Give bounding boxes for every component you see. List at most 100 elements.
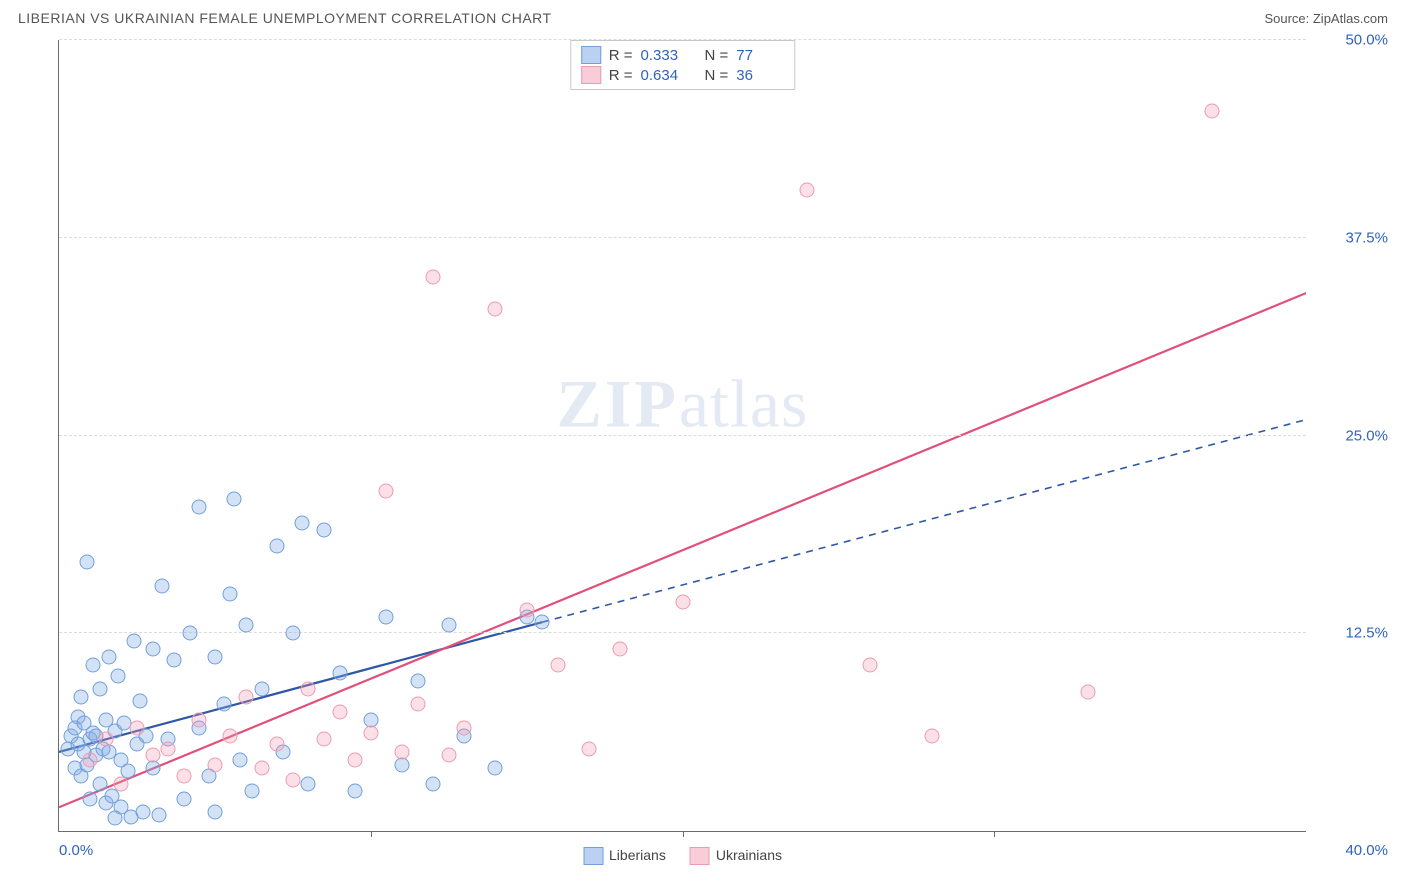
- data-point-liberians: [232, 752, 247, 767]
- data-point-ukrainians: [83, 752, 98, 767]
- data-point-liberians: [301, 776, 316, 791]
- data-point-ukrainians: [301, 681, 316, 696]
- data-point-liberians: [410, 673, 425, 688]
- legend-swatch: [581, 66, 601, 84]
- data-point-ukrainians: [176, 768, 191, 783]
- data-point-liberians: [245, 784, 260, 799]
- data-point-ukrainians: [550, 657, 565, 672]
- data-point-ukrainians: [1205, 104, 1220, 119]
- data-point-ukrainians: [98, 732, 113, 747]
- data-point-ukrainians: [1080, 684, 1095, 699]
- data-point-liberians: [254, 681, 269, 696]
- legend-r-value: 0.634: [641, 67, 689, 84]
- data-point-liberians: [86, 657, 101, 672]
- data-point-liberians: [535, 615, 550, 630]
- data-point-liberians: [73, 689, 88, 704]
- data-point-liberians: [348, 784, 363, 799]
- data-point-liberians: [136, 805, 151, 820]
- legend-r-label: R =: [609, 47, 633, 64]
- data-point-liberians: [182, 626, 197, 641]
- data-point-liberians: [151, 808, 166, 823]
- data-point-ukrainians: [254, 760, 269, 775]
- data-point-liberians: [217, 697, 232, 712]
- data-point-liberians: [285, 626, 300, 641]
- legend-row: R =0.634N =36: [581, 65, 785, 85]
- data-point-ukrainians: [862, 657, 877, 672]
- data-point-liberians: [154, 578, 169, 593]
- data-point-liberians: [379, 610, 394, 625]
- data-point-ukrainians: [285, 773, 300, 788]
- gridline-h: [59, 237, 1306, 238]
- data-point-ukrainians: [410, 697, 425, 712]
- x-tick-label: 0.0%: [59, 842, 93, 859]
- data-point-liberians: [80, 555, 95, 570]
- data-point-liberians: [92, 681, 107, 696]
- data-point-ukrainians: [581, 741, 596, 756]
- legend-swatch: [690, 847, 710, 865]
- data-point-liberians: [426, 776, 441, 791]
- x-tick-label: 40.0%: [1312, 842, 1388, 859]
- legend-row: R =0.333N =77: [581, 45, 785, 65]
- data-point-ukrainians: [316, 732, 331, 747]
- data-point-liberians: [270, 539, 285, 554]
- data-point-liberians: [167, 653, 182, 668]
- y-tick-label: 12.5%: [1312, 625, 1388, 642]
- data-point-ukrainians: [519, 602, 534, 617]
- data-point-ukrainians: [379, 483, 394, 498]
- data-point-liberians: [133, 694, 148, 709]
- data-point-ukrainians: [239, 689, 254, 704]
- data-point-ukrainians: [207, 757, 222, 772]
- data-point-liberians: [207, 805, 222, 820]
- data-point-ukrainians: [441, 748, 456, 763]
- data-point-ukrainians: [675, 594, 690, 609]
- y-tick-label: 50.0%: [1312, 32, 1388, 49]
- gridline-h: [59, 435, 1306, 436]
- data-point-liberians: [207, 649, 222, 664]
- data-point-liberians: [192, 499, 207, 514]
- x-tick-mark: [994, 831, 995, 837]
- data-point-ukrainians: [332, 705, 347, 720]
- data-point-ukrainians: [270, 737, 285, 752]
- y-tick-label: 37.5%: [1312, 229, 1388, 246]
- data-point-liberians: [145, 642, 160, 657]
- legend-label: Ukrainians: [716, 847, 782, 863]
- series-legend: Liberians Ukrainians: [583, 847, 782, 865]
- legend-item: Ukrainians: [690, 847, 782, 865]
- data-point-liberians: [226, 491, 241, 506]
- legend-item: Liberians: [583, 847, 666, 865]
- source-link[interactable]: ZipAtlas.com: [1313, 11, 1388, 26]
- legend-n-label: N =: [705, 67, 729, 84]
- x-tick-mark: [371, 831, 372, 837]
- data-point-ukrainians: [161, 741, 176, 756]
- data-point-ukrainians: [394, 744, 409, 759]
- data-point-liberians: [92, 776, 107, 791]
- chart-title: LIBERIAN VS UKRAINIAN FEMALE UNEMPLOYMEN…: [18, 10, 552, 26]
- data-point-ukrainians: [114, 776, 129, 791]
- data-point-ukrainians: [129, 721, 144, 736]
- legend-n-value: 77: [736, 47, 784, 64]
- data-point-ukrainians: [924, 729, 939, 744]
- scatter-plot: ZIPatlas R =0.333N =77R =0.634N =36 Libe…: [58, 40, 1306, 832]
- trendline-liberians-dashed: [542, 420, 1306, 622]
- data-point-liberians: [295, 515, 310, 530]
- data-point-liberians: [176, 792, 191, 807]
- data-point-ukrainians: [223, 729, 238, 744]
- source-prefix: Source:: [1264, 11, 1312, 26]
- data-point-liberians: [332, 665, 347, 680]
- chart-container: Female Unemployment ZIPatlas R =0.333N =…: [22, 40, 1396, 882]
- data-point-ukrainians: [426, 270, 441, 285]
- data-point-liberians: [441, 618, 456, 633]
- data-point-liberians: [488, 760, 503, 775]
- watermark-part1: ZIP: [557, 365, 679, 441]
- data-point-liberians: [101, 649, 116, 664]
- legend-label: Liberians: [609, 847, 666, 863]
- data-point-ukrainians: [363, 725, 378, 740]
- legend-swatch: [581, 46, 601, 64]
- data-point-ukrainians: [192, 713, 207, 728]
- data-point-ukrainians: [457, 721, 472, 736]
- watermark-part2: atlas: [679, 365, 809, 441]
- data-point-liberians: [111, 668, 126, 683]
- data-point-liberians: [316, 523, 331, 538]
- data-point-liberians: [83, 792, 98, 807]
- legend-n-value: 36: [736, 67, 784, 84]
